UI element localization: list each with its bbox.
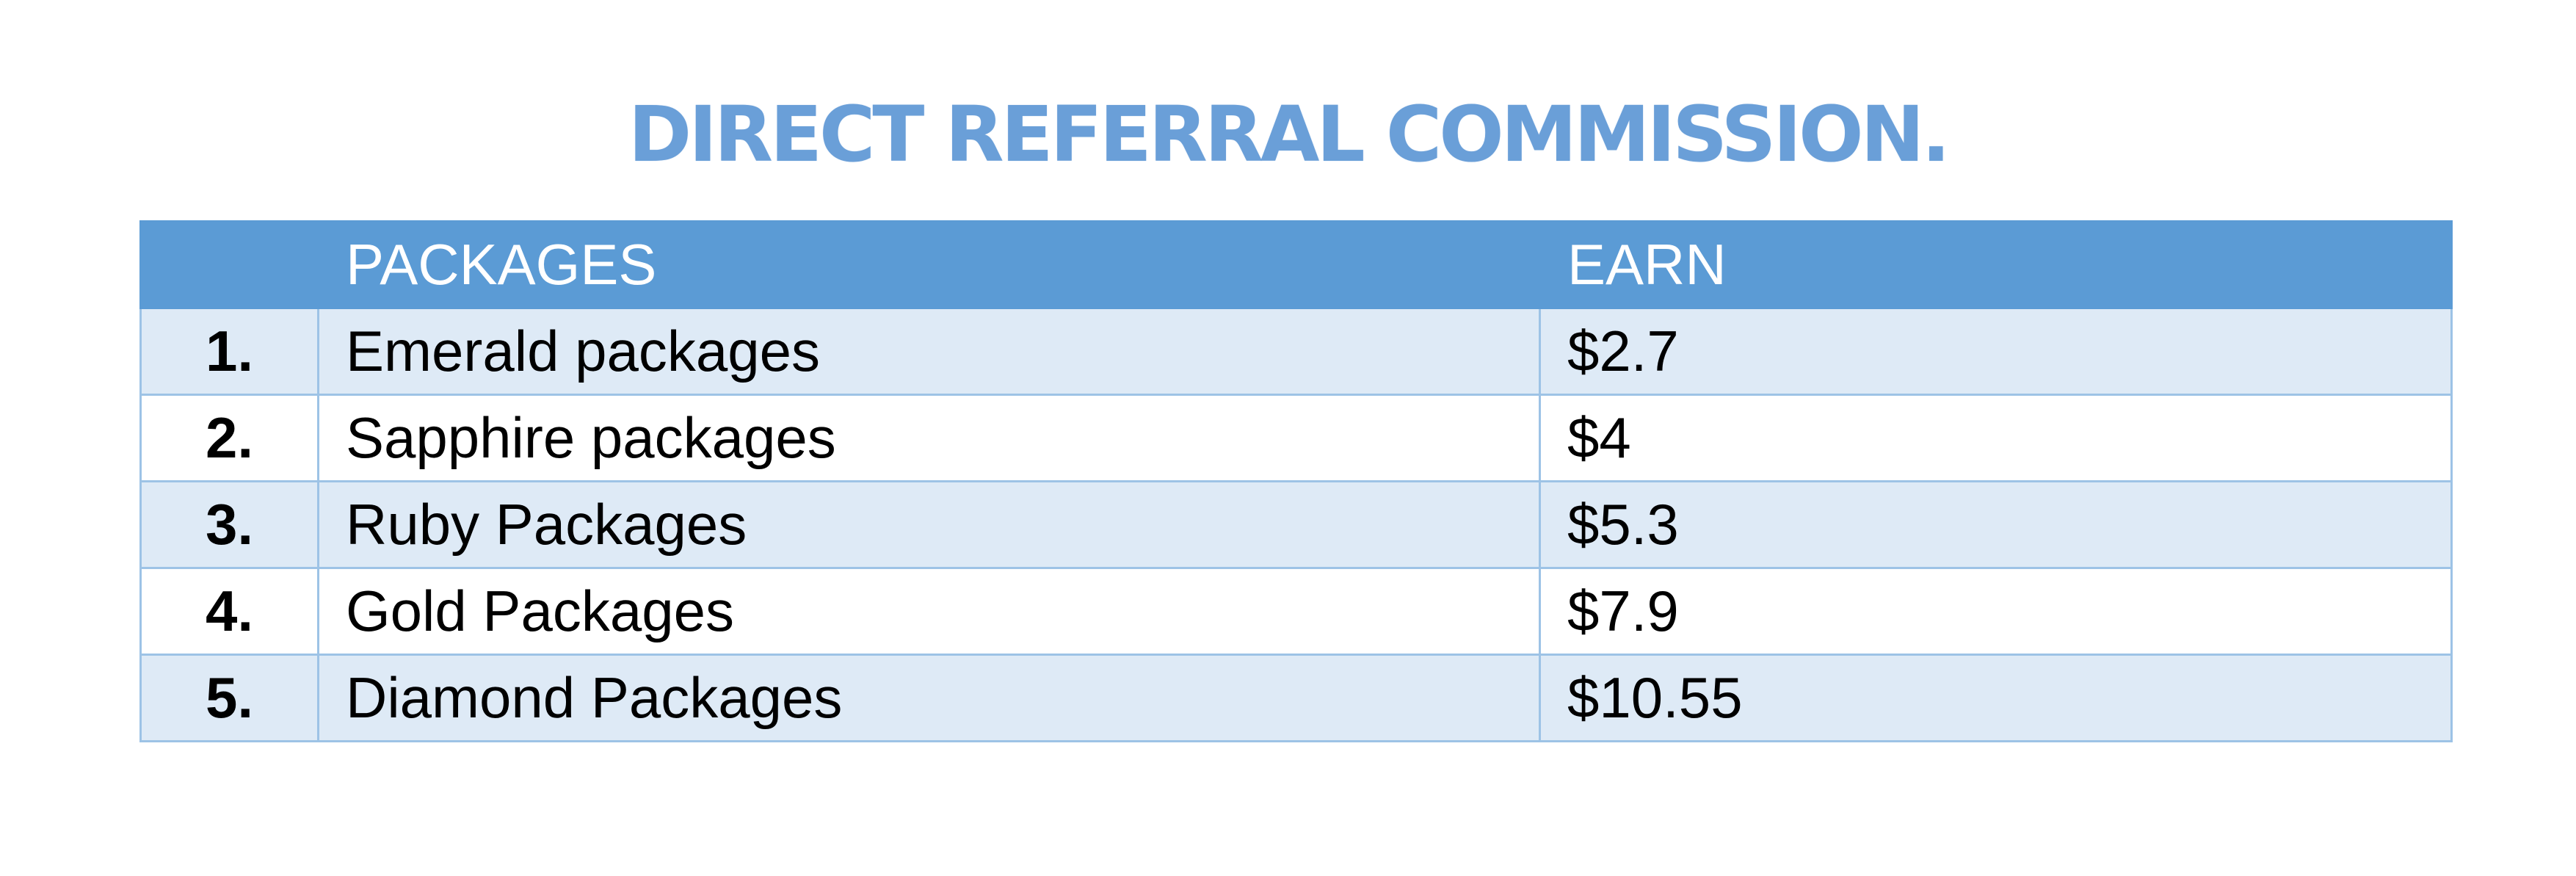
table-row: 2. Sapphire packages $4 bbox=[139, 394, 2453, 482]
package-name: Gold Packages bbox=[317, 567, 1541, 656]
package-name: Ruby Packages bbox=[317, 480, 1541, 569]
row-number: 4. bbox=[139, 567, 319, 656]
header-earn: EARN bbox=[1539, 220, 2453, 309]
earn-amount: $4 bbox=[1539, 394, 2453, 482]
table-row: 3. Ruby Packages $5.3 bbox=[139, 480, 2453, 569]
commission-table: PACKAGES EARN 1. Emerald packages $2.7 2… bbox=[139, 220, 2453, 742]
page-title: DIRECT REFERRAL COMMISSION. bbox=[628, 90, 1951, 179]
header-number bbox=[139, 220, 319, 309]
header-packages: PACKAGES bbox=[317, 220, 1541, 309]
table-header-row: PACKAGES EARN bbox=[139, 220, 2453, 309]
package-name: Emerald packages bbox=[317, 307, 1541, 396]
table-row: 1. Emerald packages $2.7 bbox=[139, 307, 2453, 396]
earn-amount: $10.55 bbox=[1539, 654, 2453, 742]
table-row: 5. Diamond Packages $10.55 bbox=[139, 654, 2453, 742]
row-number: 2. bbox=[139, 394, 319, 482]
earn-amount: $7.9 bbox=[1539, 567, 2453, 656]
row-number: 5. bbox=[139, 654, 319, 742]
row-number: 3. bbox=[139, 480, 319, 569]
package-name: Sapphire packages bbox=[317, 394, 1541, 482]
row-number: 1. bbox=[139, 307, 319, 396]
earn-amount: $2.7 bbox=[1539, 307, 2453, 396]
package-name: Diamond Packages bbox=[317, 654, 1541, 742]
table-row: 4. Gold Packages $7.9 bbox=[139, 567, 2453, 656]
earn-amount: $5.3 bbox=[1539, 480, 2453, 569]
